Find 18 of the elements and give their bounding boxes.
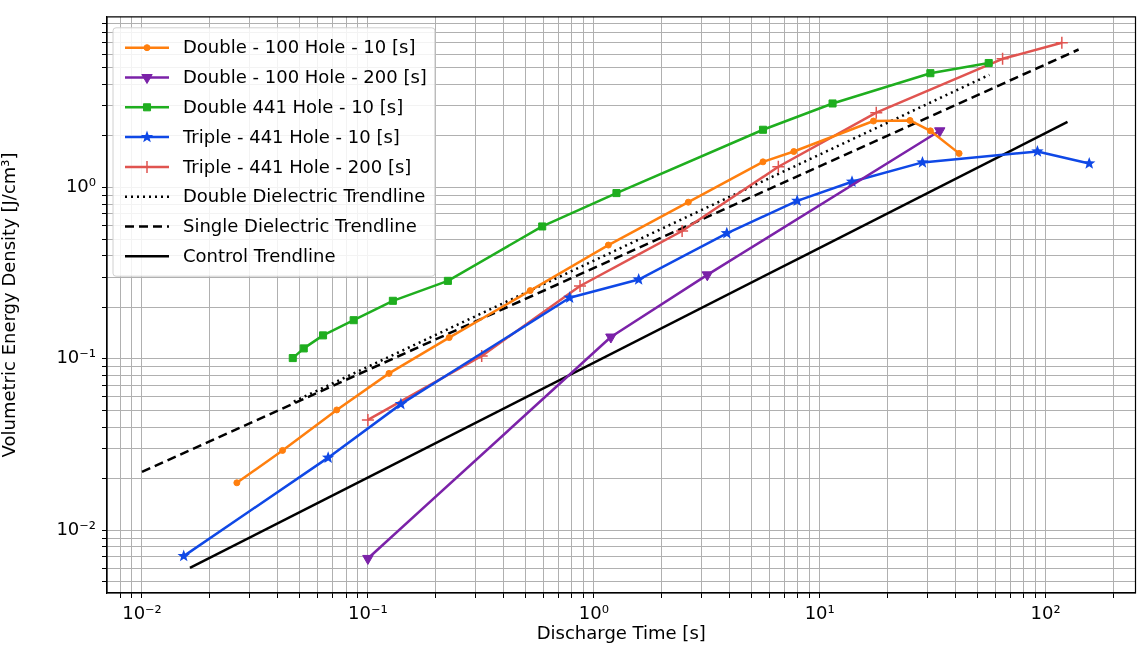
legend-label: Double - 100 Hole - 10 [s]	[183, 36, 416, 58]
y-tick-label: 10⁻¹	[56, 346, 96, 368]
x-tick-label: 10¹	[804, 602, 835, 624]
legend-label: Triple - 441 Hole - 200 [s]	[182, 155, 412, 177]
y-tick-label: 10⁰	[65, 175, 96, 197]
legend-label: Control Trendline	[183, 244, 336, 266]
x-axis-title: Discharge Time [s]	[536, 621, 706, 643]
x-tick-label: 10⁰	[578, 602, 609, 624]
legend-label: Double - 100 Hole - 200 [s]	[183, 66, 427, 88]
legend-label: Double 441 Hole - 10 [s]	[183, 95, 404, 117]
x-tick-label: 10²	[1030, 602, 1061, 624]
x-tick-label: 10⁻¹	[348, 602, 388, 624]
y-tick-label: 10⁻²	[56, 517, 96, 539]
legend-label: Triple - 441 Hole - 10 [s]	[182, 125, 400, 147]
legend-label: Single Dielectric Trendline	[183, 215, 417, 237]
x-tick-label: 10⁻²	[122, 602, 162, 624]
y-axis-title: Volumetric Energy Density [J/cm³]	[0, 152, 20, 458]
legend-label: Double Dielectric Trendline	[183, 185, 426, 207]
